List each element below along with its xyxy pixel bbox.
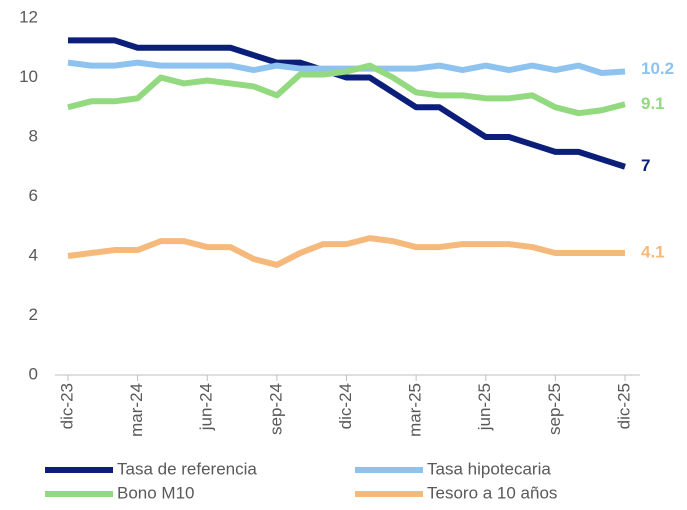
legend-label: Tasa hipotecaria: [427, 459, 551, 478]
x-tick-label: jun-25: [475, 383, 494, 431]
x-tick-label: sep-24: [266, 383, 285, 435]
x-tick-label: mar-25: [406, 383, 425, 437]
x-tick-label: dic-23: [57, 383, 76, 429]
y-tick-label: 6: [29, 186, 38, 205]
legend-label: Bono M10: [117, 483, 195, 502]
y-tick-label: 10: [19, 67, 38, 86]
end-label: 10.2: [641, 59, 674, 78]
y-tick-label: 4: [29, 245, 38, 264]
end-label: 9.1: [641, 94, 665, 113]
x-tick-label: jun-24: [197, 383, 216, 431]
x-tick-label: sep-25: [545, 383, 564, 435]
line-series: [67, 235, 625, 268]
y-tick-label: 8: [29, 126, 38, 145]
x-tick-label: dic-24: [336, 383, 355, 429]
y-tick-label: 12: [19, 7, 38, 26]
y-tick-label: 0: [29, 364, 38, 383]
legend-label: Tesoro a 10 años: [427, 483, 557, 502]
line-series: [67, 62, 626, 117]
x-tick-label: dic-25: [614, 383, 633, 429]
end-label: 7: [641, 156, 650, 175]
end-label: 4.1: [641, 243, 665, 262]
y-tick-label: 2: [29, 305, 38, 324]
line-series: [68, 37, 626, 170]
legend-label: Tasa de referencia: [117, 459, 257, 478]
x-tick-label: mar-24: [127, 383, 146, 437]
